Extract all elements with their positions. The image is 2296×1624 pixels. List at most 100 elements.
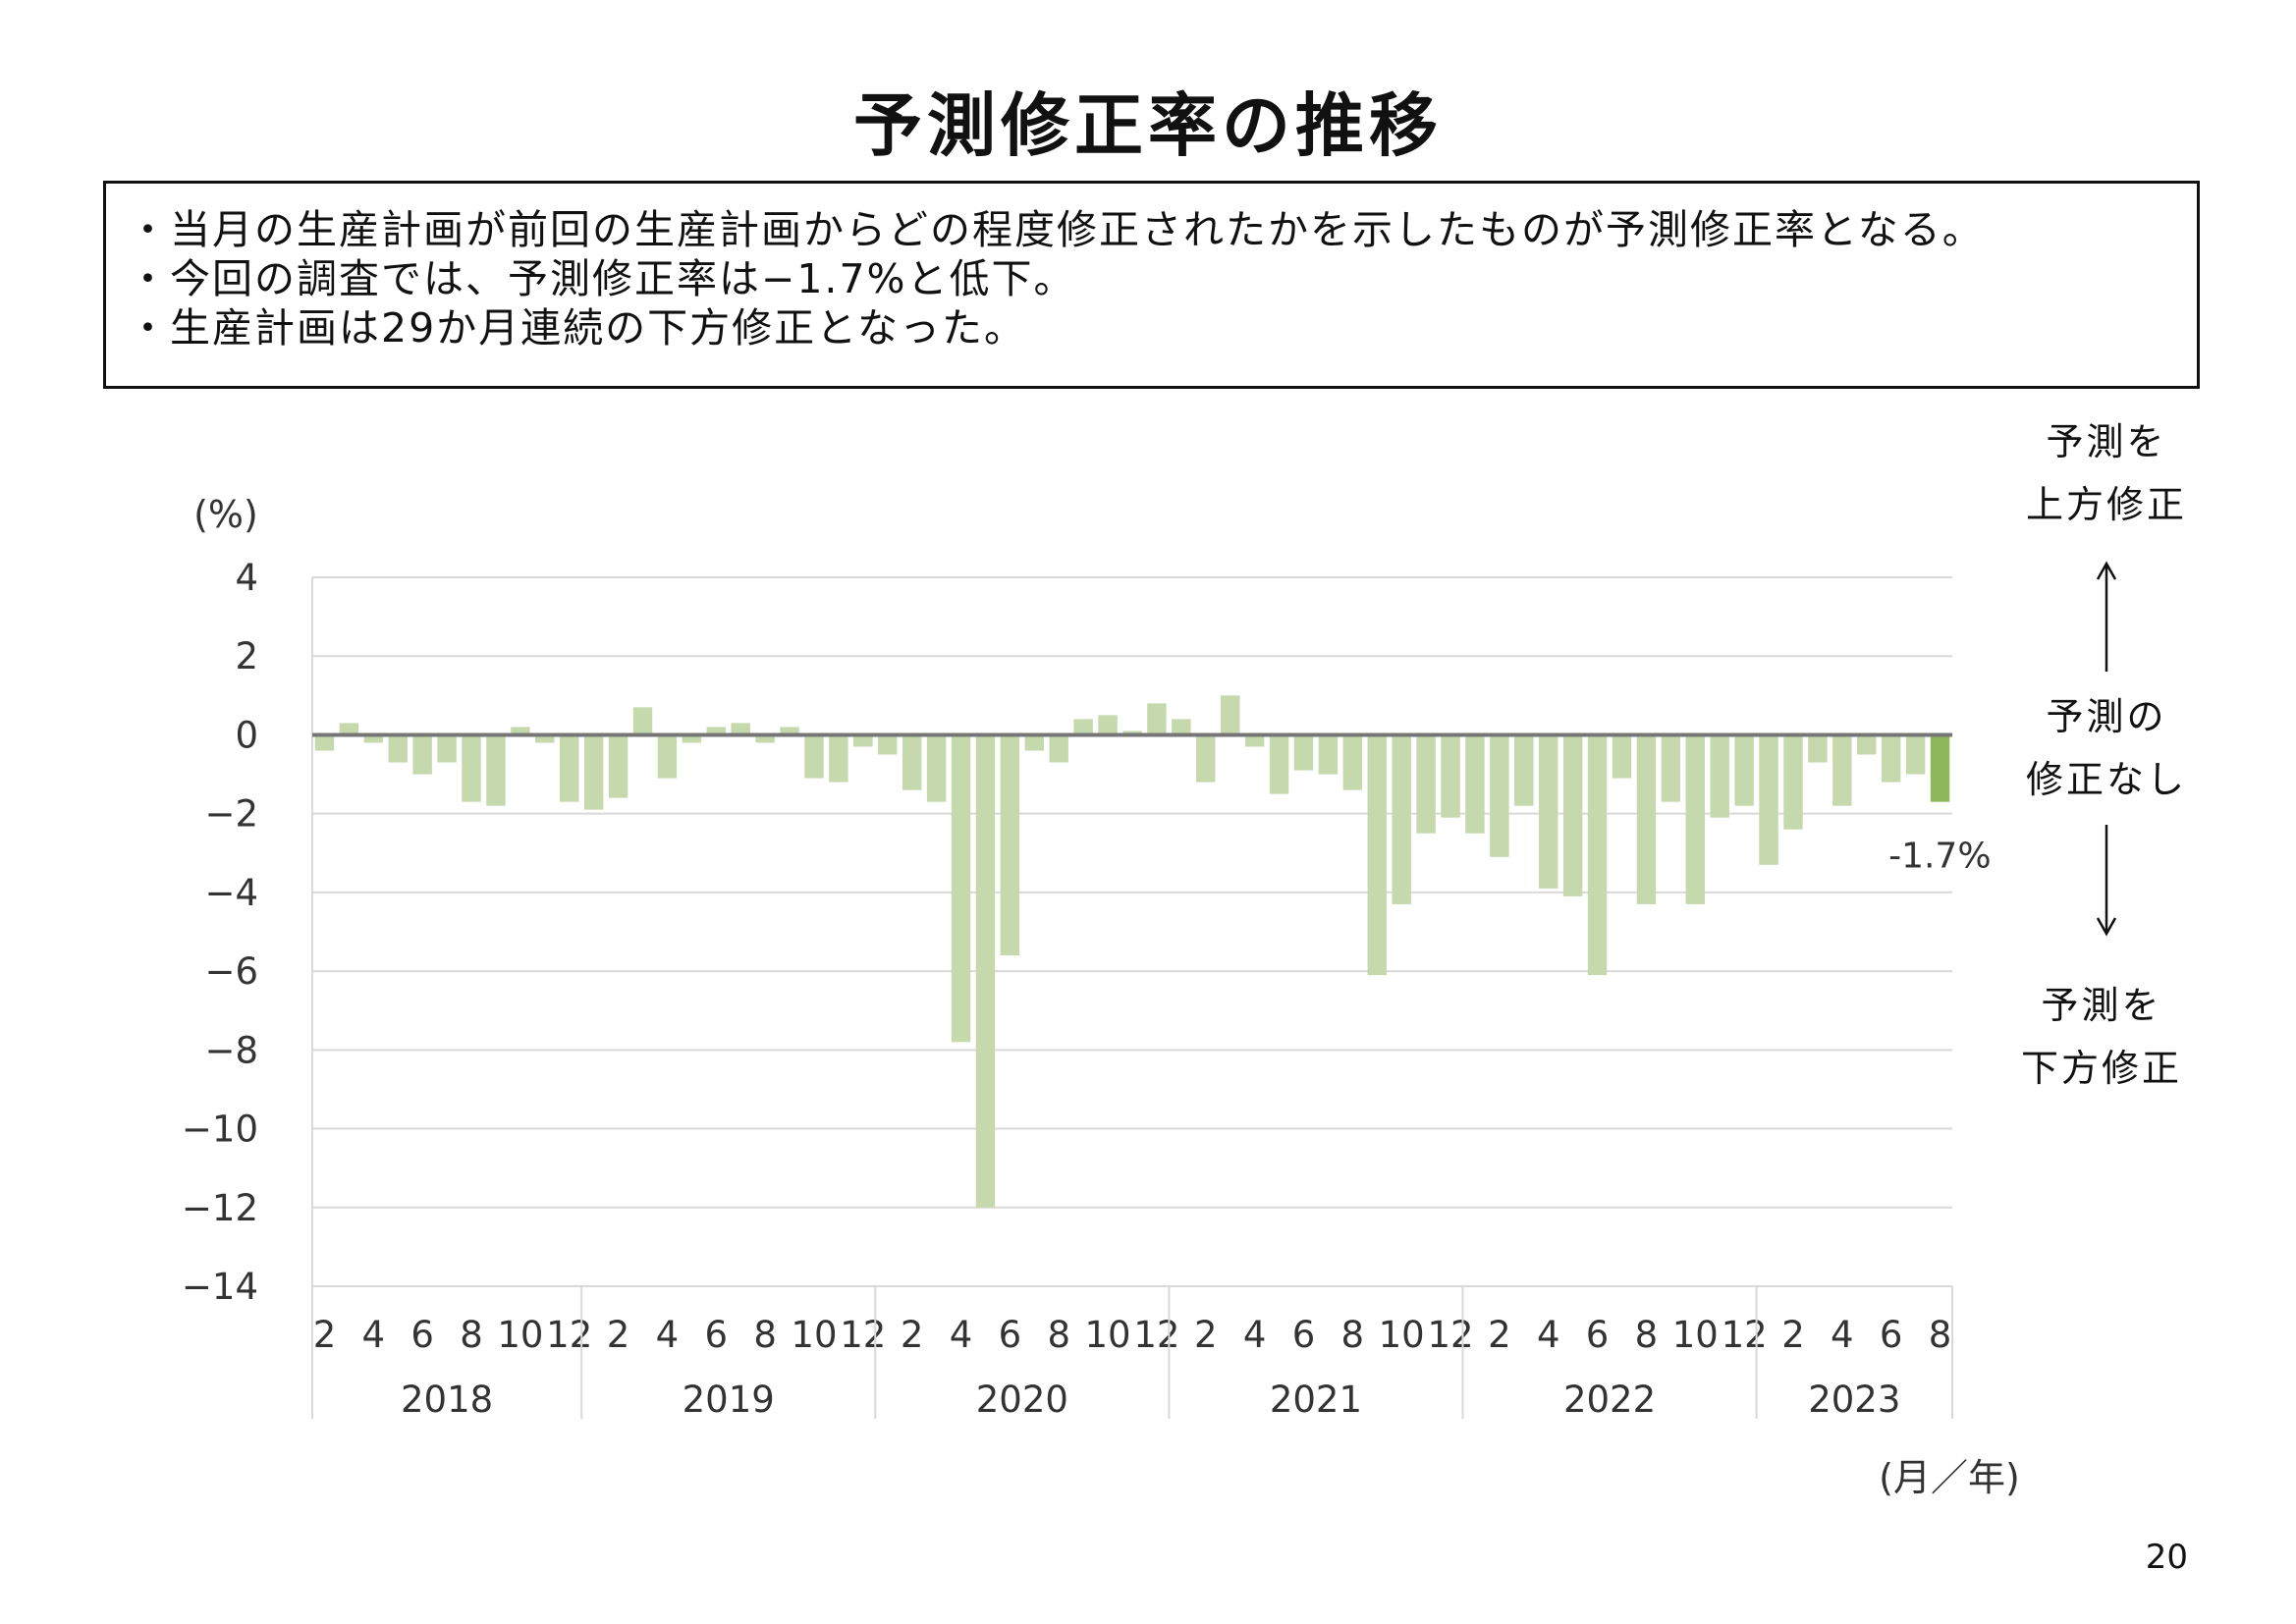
bar bbox=[1562, 734, 1583, 896]
x-tick-label: 2 bbox=[313, 1314, 337, 1356]
x-tick-label: 12 bbox=[840, 1314, 886, 1356]
x-tick-label: 8 bbox=[1929, 1314, 1952, 1356]
bar bbox=[314, 734, 335, 751]
bar bbox=[535, 734, 555, 743]
bar bbox=[1318, 734, 1339, 775]
bar bbox=[1147, 703, 1167, 735]
page-title: 予測修正率の推移 bbox=[853, 85, 1443, 166]
x-tick-label: 10 bbox=[1379, 1314, 1425, 1356]
x-tick-label: 12 bbox=[1427, 1314, 1473, 1356]
bar bbox=[1587, 734, 1608, 976]
bar bbox=[1490, 734, 1509, 857]
downward-arrowhead-icon bbox=[2096, 917, 2117, 937]
x-tick-label: 2 bbox=[1488, 1314, 1511, 1356]
no-revision-label-line-2: 修正なし bbox=[2025, 758, 2187, 801]
x-tick-label: 6 bbox=[1586, 1314, 1610, 1356]
bar bbox=[412, 734, 432, 775]
y-tick-label: −6 bbox=[204, 950, 258, 993]
x-tick-label: 4 bbox=[362, 1314, 386, 1356]
year-label: 2022 bbox=[1563, 1379, 1656, 1421]
bar bbox=[1612, 734, 1632, 779]
x-tick-label: 4 bbox=[656, 1314, 680, 1356]
bar bbox=[1783, 734, 1803, 830]
y-tick-label: −8 bbox=[204, 1029, 258, 1071]
bar bbox=[1930, 734, 1950, 802]
bar bbox=[1196, 734, 1216, 783]
x-tick-label: 8 bbox=[753, 1314, 777, 1356]
bar bbox=[1857, 734, 1877, 755]
bar bbox=[1441, 734, 1460, 818]
bar bbox=[829, 734, 848, 783]
x-tick-label: 4 bbox=[1243, 1314, 1267, 1356]
bar bbox=[559, 734, 579, 802]
bar bbox=[1685, 734, 1706, 904]
bar bbox=[437, 734, 457, 763]
no-revision-label-line-1: 予測の bbox=[2046, 695, 2167, 738]
bar bbox=[1342, 734, 1363, 790]
x-tick-label: 6 bbox=[999, 1314, 1022, 1356]
summary-box: ・当月の生産計画が前回の生産計画からどの程度修正されたかを示したものが予測修正率… bbox=[103, 181, 2200, 389]
x-tick-label: 2 bbox=[607, 1314, 630, 1356]
x-tick-label: 4 bbox=[1831, 1314, 1854, 1356]
bar bbox=[1293, 734, 1314, 771]
bar bbox=[902, 734, 922, 790]
x-tick-label: 12 bbox=[546, 1314, 592, 1356]
bar bbox=[1734, 734, 1754, 806]
year-label: 2023 bbox=[1808, 1379, 1900, 1421]
bar bbox=[657, 734, 678, 779]
upward-revision-label: 予測を 上方修正 bbox=[1989, 410, 2224, 536]
bar bbox=[1710, 734, 1729, 818]
x-tick-label: 6 bbox=[1880, 1314, 1903, 1356]
year-label: 2021 bbox=[1270, 1379, 1362, 1421]
page-number: 20 bbox=[2145, 1538, 2188, 1577]
bar bbox=[608, 734, 629, 798]
x-tick-label: 2 bbox=[1781, 1314, 1805, 1356]
y-tick-label: −12 bbox=[182, 1187, 258, 1229]
y-tick-label: −14 bbox=[182, 1266, 258, 1308]
bar bbox=[339, 723, 359, 735]
x-tick-label: 8 bbox=[460, 1314, 483, 1356]
bar bbox=[1367, 734, 1387, 976]
upward-revision-label-line-2: 上方修正 bbox=[2025, 483, 2187, 526]
bar bbox=[1636, 734, 1657, 904]
bar bbox=[853, 734, 873, 747]
x-tick-label: 2 bbox=[901, 1314, 924, 1356]
bar bbox=[1465, 734, 1485, 834]
year-label: 2018 bbox=[401, 1379, 493, 1421]
bar bbox=[1172, 719, 1191, 735]
x-tick-label: 8 bbox=[1635, 1314, 1659, 1356]
x-tick-label: 10 bbox=[791, 1314, 837, 1356]
no-revision-label: 予測の 修正なし bbox=[1989, 685, 2224, 811]
summary-line-1: ・当月の生産計画が前回の生産計画からどの程度修正されたかを示したものが予測修正率… bbox=[128, 206, 1985, 253]
downward-revision-label-line-2: 下方修正 bbox=[2020, 1047, 2182, 1090]
bar bbox=[1269, 734, 1289, 794]
x-tick-label: 12 bbox=[1133, 1314, 1179, 1356]
bar bbox=[1905, 734, 1926, 775]
x-tick-label: 6 bbox=[410, 1314, 434, 1356]
bar bbox=[1661, 734, 1681, 802]
x-axis-unit-label: (月／年) bbox=[1879, 1456, 2020, 1499]
bar bbox=[363, 734, 384, 743]
x-tick-label: 8 bbox=[1047, 1314, 1070, 1356]
bar bbox=[1416, 734, 1436, 834]
year-label: 2020 bbox=[976, 1379, 1068, 1421]
y-tick-label: −10 bbox=[182, 1109, 258, 1151]
bar bbox=[804, 734, 824, 779]
bar bbox=[682, 734, 702, 743]
x-tick-label: 4 bbox=[1537, 1314, 1560, 1356]
bar bbox=[1808, 734, 1828, 763]
y-tick-label: 0 bbox=[235, 714, 258, 756]
bar bbox=[1122, 731, 1142, 735]
x-tick-label: 6 bbox=[704, 1314, 728, 1356]
y-tick-label: −2 bbox=[204, 793, 258, 836]
year-label: 2019 bbox=[683, 1379, 775, 1421]
bar bbox=[1881, 734, 1901, 783]
downward-revision-label-line-1: 予測を bbox=[2041, 984, 2162, 1027]
bar bbox=[388, 734, 408, 763]
bar bbox=[511, 727, 530, 735]
x-tick-label: 8 bbox=[1341, 1314, 1365, 1356]
bar bbox=[951, 734, 971, 1043]
bar bbox=[926, 734, 947, 802]
y-axis-unit-label: (%) bbox=[193, 493, 258, 536]
